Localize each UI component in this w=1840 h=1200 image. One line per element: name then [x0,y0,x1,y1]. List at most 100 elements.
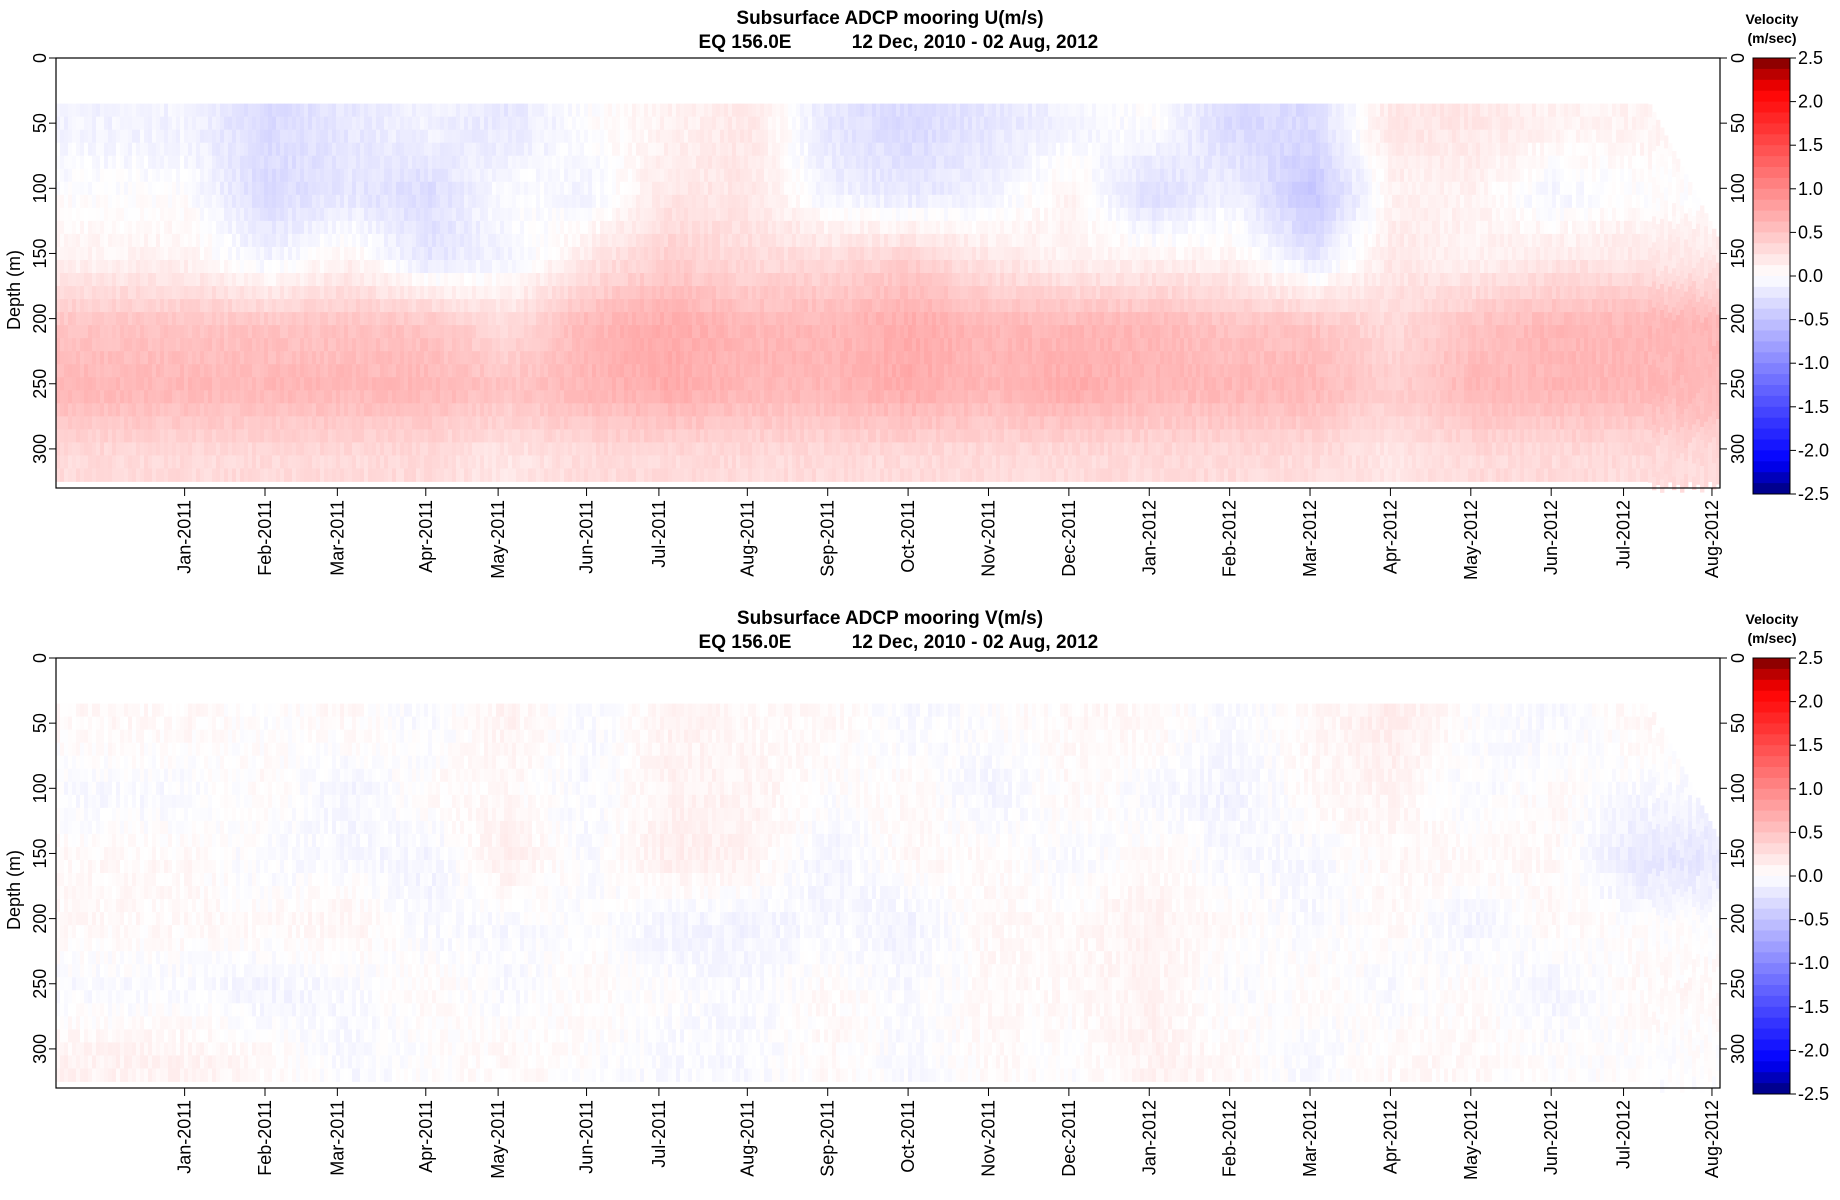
heatmap-cell [192,220,197,235]
heatmap-cell [292,403,297,417]
heatmap-cell [72,468,77,482]
heatmap-cell [696,116,701,131]
heatmap-cell [400,351,405,365]
heatmap-cell [248,286,253,300]
heatmap-cell [660,364,665,378]
heatmap-cell [412,429,417,443]
heatmap-cell [480,286,485,300]
heatmap-cell [72,129,77,144]
heatmap-cell [76,455,81,469]
heatmap-cell [312,233,317,248]
heatmap-cell [92,312,97,326]
heatmap-cell [212,338,217,352]
heatmap-cell [716,142,721,157]
heatmap-cell [312,103,317,118]
heatmap-cell [324,168,329,183]
heatmap-cell [468,246,473,261]
heatmap-cell [668,103,673,118]
heatmap-cell [356,312,361,326]
heatmap-cell [412,416,417,430]
heatmap-cell [472,416,477,430]
heatmap-cell [484,103,489,118]
heatmap-cell [332,207,337,222]
heatmap-cell [256,116,261,131]
heatmap-cell [144,129,149,144]
heatmap-cell [588,364,593,378]
heatmap-cell [472,390,477,404]
heatmap-cell [296,390,301,404]
heatmap-cell [88,181,93,196]
heatmap-cell [684,442,689,456]
heatmap-cell [500,220,505,235]
heatmap-cell [284,468,289,482]
heatmap-cell [112,351,117,365]
heatmap-cell [588,233,593,248]
heatmap-cell [716,312,721,326]
heatmap-cell [596,207,601,222]
heatmap-cell [208,129,213,144]
heatmap-cell [536,194,541,209]
heatmap-cell [640,403,645,417]
heatmap-cell [160,259,165,274]
heatmap-cell [624,377,629,391]
heatmap-cell [656,168,661,183]
heatmap-cell [152,377,157,391]
heatmap-cell [612,116,617,131]
heatmap-cell [692,194,697,209]
heatmap-cell [156,468,161,482]
heatmap-cell [204,416,209,430]
heatmap-cell [324,390,329,404]
heatmap-cell [468,403,473,417]
heatmap-cell [540,155,545,170]
heatmap-cell [520,442,525,456]
heatmap-cell [604,468,609,482]
heatmap-cell [724,455,729,469]
heatmap-cell [404,246,409,261]
heatmap-cell [484,181,489,196]
heatmap-cell [684,129,689,144]
heatmap-cell [144,377,149,391]
heatmap-cell [332,259,337,274]
heatmap-cell [320,259,325,274]
heatmap-cell [460,220,465,235]
heatmap-cell [700,181,705,196]
heatmap-cell [248,377,253,391]
heatmap-cell [360,299,365,313]
heatmap-cell [276,351,281,365]
heatmap-cell [576,364,581,378]
heatmap-cell [284,103,289,118]
heatmap-cell [704,351,709,365]
heatmap-cell [276,207,281,222]
heatmap-cell [188,390,193,404]
heatmap-cell [336,286,341,300]
heatmap-cell [320,233,325,248]
heatmap-cell [228,416,233,430]
heatmap-cell [212,455,217,469]
heatmap-cell [128,103,133,118]
heatmap-cell [376,390,381,404]
heatmap-cell [368,416,373,430]
heatmap-cell [544,338,549,352]
heatmap-cell [628,325,633,339]
heatmap-cell [264,338,269,352]
heatmap-cell [220,325,225,339]
heatmap-cell [656,273,661,287]
heatmap-cell [564,246,569,261]
heatmap-cell [208,207,213,222]
heatmap-cell [600,181,605,196]
heatmap-cell [420,455,425,469]
heatmap-cell [524,194,529,209]
heatmap-cell [684,142,689,157]
heatmap-cell [80,455,85,469]
heatmap-cell [696,194,701,209]
heatmap-cell [92,168,97,183]
heatmap-cell [312,390,317,404]
heatmap-cell [568,364,573,378]
heatmap-cell [512,194,517,209]
heatmap-cell [468,220,473,235]
heatmap-cell [136,259,141,274]
heatmap-cell [136,338,141,352]
heatmap-cell [360,168,365,183]
heatmap-cell [620,207,625,222]
heatmap-cell [408,351,413,365]
